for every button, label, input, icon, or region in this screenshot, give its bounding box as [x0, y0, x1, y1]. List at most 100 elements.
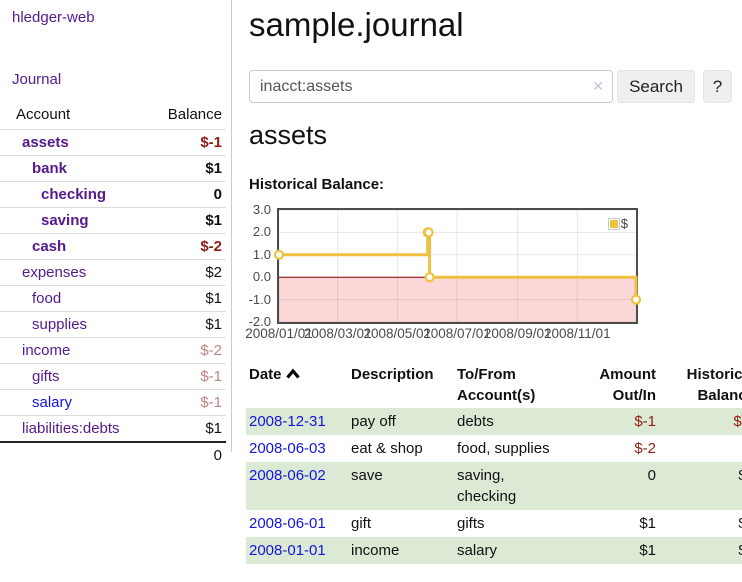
txn-amount: 0 — [647, 467, 656, 484]
legend-swatch — [607, 217, 620, 230]
chart-x-labels: 2008/01/01 2008/03/01 2008/05/01 2008/07/01… — [245, 326, 636, 342]
txn-description: pay off — [351, 413, 396, 430]
transactions-header-row: Date Description To/From Account(s) Amou… — [246, 362, 742, 408]
chart-plot[interactable]: $ — [273, 208, 642, 324]
account-row: saving $1 — [0, 207, 226, 234]
x-axis-tick: 2008/09/01 — [483, 326, 552, 341]
chart-legend: $ — [605, 215, 630, 232]
account-row: bank $1 — [0, 155, 226, 182]
account-balance: 0 — [213, 186, 222, 203]
txn-date-link[interactable]: 2008-06-03 — [249, 440, 326, 457]
accounts-total-row: 0 — [0, 442, 226, 468]
txn-amount: $1 — [639, 515, 656, 532]
y-axis-tick: 2.0 — [252, 224, 271, 240]
txn-balance: 0 — [659, 435, 742, 462]
account-balance: $-1 — [200, 394, 222, 411]
x-axis-tick: 2008/05/01 — [363, 326, 432, 341]
main-content: sample.journal ✕ Search ? assets Histori… — [245, 0, 742, 582]
txn-balance: $1 — [659, 537, 742, 564]
account-link[interactable]: checking — [41, 186, 107, 203]
accounts-body: assets $-1 bank $1 checking 0 saving $1 cash… — [0, 129, 226, 469]
txn-header-description: Description — [351, 366, 434, 383]
txn-description: gift — [351, 515, 372, 532]
account-link[interactable]: gifts — [32, 368, 60, 385]
transaction-row[interactable]: 2008-12-31 pay off debts $-1 $-1 — [246, 408, 742, 435]
chart-plot-svg — [273, 209, 642, 323]
transaction-row[interactable]: 2008-06-03 eat & shop food, supplies $-2… — [246, 435, 742, 462]
help-button[interactable]: ? — [703, 70, 732, 103]
txn-header-date[interactable]: Date — [246, 362, 348, 408]
clear-search-icon[interactable]: ✕ — [592, 78, 604, 94]
account-link[interactable]: assets — [22, 134, 69, 151]
chart-point-marker — [630, 294, 642, 305]
chart-point-marker — [423, 227, 434, 238]
account-balance: $1 — [205, 420, 222, 437]
account-link[interactable]: cash — [32, 238, 67, 255]
search-button[interactable]: Search — [617, 70, 695, 103]
txn-amount: $-1 — [634, 413, 656, 430]
txn-header-balance: Historical Balance — [686, 366, 742, 404]
account-balance: $1 — [205, 316, 222, 333]
txn-date-link[interactable]: 2008-12-31 — [249, 413, 326, 430]
transaction-row[interactable]: 2008-06-01 gift gifts $1 $2 — [246, 510, 742, 537]
account-row: salary $-1 — [0, 389, 226, 416]
txn-accounts: gifts — [457, 515, 485, 532]
sort-ascending-icon — [285, 368, 300, 379]
txn-balance: $-1 — [733, 413, 742, 430]
account-link[interactable]: supplies — [32, 316, 88, 333]
x-axis-tick: 2008/11/01 — [544, 326, 611, 341]
y-axis-tick: 1.0 — [252, 246, 271, 262]
account-link[interactable]: saving — [41, 212, 89, 229]
transaction-row[interactable]: 2008-06-02 save saving, checking 0 $2 — [246, 462, 742, 510]
txn-date-link[interactable]: 2008-01-01 — [249, 542, 326, 559]
txn-description: eat & shop — [351, 440, 423, 457]
x-axis-tick: 2008/07/01 — [423, 326, 491, 341]
account-link[interactable]: salary — [32, 394, 73, 411]
search-input[interactable] — [249, 70, 613, 103]
accounts-table: Account Balance assets $-1 bank $1 checkin… — [0, 102, 226, 468]
chart-title: Historical Balance: — [249, 176, 385, 193]
legend-label: $ — [620, 216, 628, 231]
transactions-body: 2008-12-31 pay off debts $-1 $-1 2008-06… — [246, 408, 742, 564]
accounts-header-account: Account — [16, 106, 71, 123]
y-axis-tick: -1.0 — [248, 291, 271, 307]
account-heading: assets — [249, 120, 328, 150]
account-link[interactable]: bank — [32, 160, 68, 177]
txn-amount: $1 — [639, 542, 656, 559]
account-row: income $-2 — [0, 337, 226, 364]
txn-header-accounts: To/From Account(s) — [457, 366, 536, 404]
txn-accounts: food, supplies — [457, 440, 550, 457]
app-title-link[interactable]: hledger-web — [12, 9, 95, 26]
account-link[interactable]: income — [22, 342, 71, 359]
sidebar: hledger-web Journal Account Balance asse… — [0, 0, 232, 464]
account-balance: $1 — [205, 290, 222, 307]
account-link[interactable]: liabilities:debts — [22, 420, 120, 437]
account-balance: $-2 — [200, 342, 222, 359]
chart-y-labels: 3.0 2.0 1.0 0.0 -1.0 -2.0 — [237, 202, 271, 329]
account-row: assets $-1 — [0, 129, 226, 156]
txn-amount: $-2 — [634, 440, 656, 457]
txn-date-link[interactable]: 2008-06-02 — [249, 467, 326, 484]
y-axis-tick: 0.0 — [252, 269, 271, 285]
txn-accounts: debts — [457, 413, 494, 430]
accounts-header-balance: Balance — [167, 106, 222, 123]
account-link[interactable]: expenses — [22, 264, 87, 281]
txn-accounts: saving, checking — [457, 467, 517, 505]
txn-header-date-label: Date — [249, 366, 282, 383]
account-link[interactable]: food — [32, 290, 62, 307]
transactions-table: Date Description To/From Account(s) Amou… — [246, 362, 742, 564]
y-axis-tick: -2.0 — [248, 314, 271, 329]
txn-balance: $2 — [659, 510, 742, 537]
transaction-row[interactable]: 2008-01-01 income salary $1 $1 — [246, 537, 742, 564]
y-axis-tick: 3.0 — [252, 202, 271, 217]
nav-journal-link[interactable]: Journal — [12, 71, 62, 88]
accounts-total: 0 — [213, 447, 222, 464]
account-row: cash $-2 — [0, 233, 226, 260]
txn-description: save — [351, 467, 383, 484]
account-row: liabilities:debts $1 — [0, 415, 226, 443]
account-balance: $2 — [205, 264, 222, 281]
account-balance: $1 — [205, 160, 222, 177]
txn-date-link[interactable]: 2008-06-01 — [249, 515, 326, 532]
chart-point-marker — [273, 249, 285, 260]
